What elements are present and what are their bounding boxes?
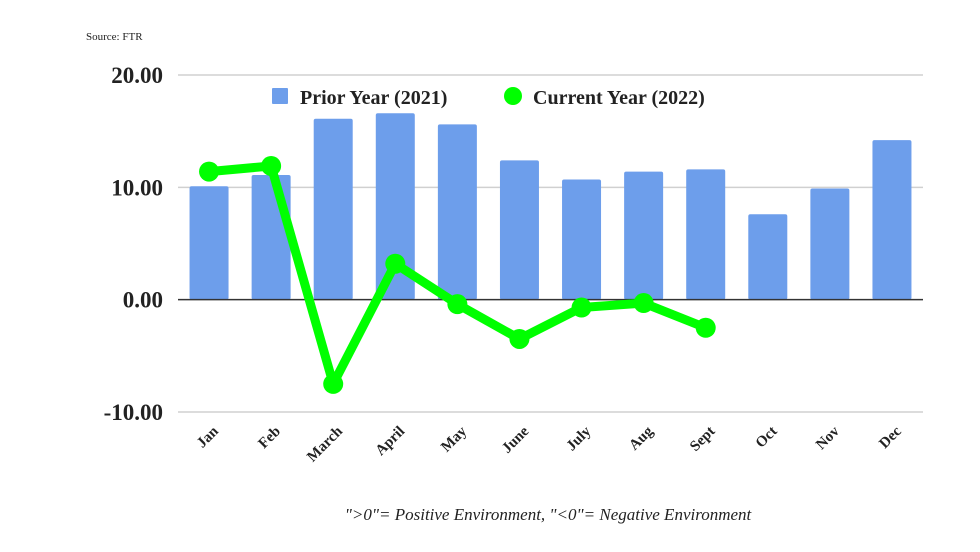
line-point [199,161,220,182]
line-point [447,294,468,315]
legend: Prior Year (2021) Current Year (2022) [272,87,705,109]
y-tick-label: 10.00 [111,175,163,200]
x-axis-ticks: Jan Feb March April May June July Aug Sept Oct Nov… [194,423,905,465]
legend-label-prior-year: Prior Year (2021) [300,87,447,109]
x-tick-label: March [304,423,346,465]
gridlines [178,74,923,413]
x-tick-label: July [564,423,595,454]
x-tick-label: Feb [256,424,284,452]
x-tick-label: Oct [753,424,781,452]
y-axis-ticks: 20.00 10.00 0.00 -10.00 [104,63,163,425]
bar [810,188,850,300]
bar [562,179,602,300]
legend-swatch-prior-year [272,88,288,104]
line-point [261,155,282,176]
y-tick-label: -10.00 [104,400,163,425]
bar [189,186,229,300]
bar [251,174,291,300]
legend-swatch-current-year [504,87,522,105]
bar [437,124,477,300]
y-tick-label: 0.00 [123,288,163,313]
bar [748,214,788,300]
x-tick-label: May [438,423,470,455]
chart-note: ">0"= Positive Environment, "<0"= Negati… [345,505,753,524]
line-point [695,317,716,338]
line-point [509,328,530,349]
x-tick-label: Sept [687,424,718,455]
bar-series [189,113,912,300]
bar [872,140,912,300]
line-point [385,253,406,274]
bar [624,171,664,300]
x-tick-label: June [499,423,532,456]
source-label: Source: FTR [86,31,143,43]
x-tick-label: April [373,424,408,459]
y-tick-label: 20.00 [111,63,163,88]
x-tick-label: Jan [194,423,222,451]
line-series [199,155,716,394]
line-point [633,293,654,314]
line-point [571,297,592,318]
bar [313,118,353,300]
bar [375,113,415,300]
x-tick-label: Nov [813,423,843,453]
bar [499,160,539,300]
x-tick-label: Dec [876,423,905,452]
line-point [323,373,344,394]
bar [686,169,726,300]
legend-label-current-year: Current Year (2022) [533,87,705,109]
x-tick-label: Aug [626,423,657,454]
